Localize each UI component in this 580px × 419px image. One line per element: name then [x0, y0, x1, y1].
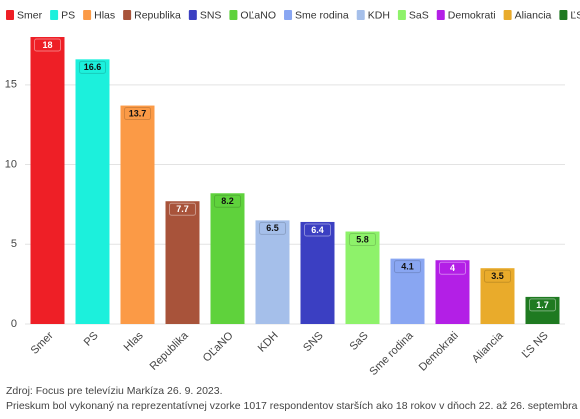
legend-label: Sme rodina: [295, 9, 349, 21]
value-label-box: [304, 223, 331, 237]
legend-label: PS: [61, 9, 75, 21]
note: Prieskum bol vykonaný na reprezentatívne…: [6, 400, 578, 412]
value-label: 3.5: [491, 271, 504, 281]
bar: [30, 37, 65, 324]
value-label-box: [484, 269, 511, 283]
legend-label: SNS: [200, 9, 222, 21]
bar: [210, 193, 245, 324]
y-tick-label: 15: [5, 79, 17, 91]
y-tick-label: 0: [11, 318, 17, 330]
legend-label: KDH: [368, 9, 390, 21]
value-label: 13.7: [129, 108, 147, 118]
value-label-box: [169, 202, 196, 216]
value-label: 6.4: [311, 225, 324, 235]
legend-swatch: [503, 10, 512, 20]
legend-label: Demokrati: [448, 9, 496, 21]
y-tick-label: 10: [5, 158, 17, 170]
bar: [120, 105, 155, 324]
value-label-box: [124, 107, 151, 121]
value-label: 5.8: [356, 234, 369, 244]
bar: [255, 220, 290, 324]
value-label: 4: [450, 263, 455, 273]
x-tick-label: PS: [82, 330, 101, 349]
bar: [165, 201, 200, 324]
value-label-box: [349, 233, 376, 247]
bar: [345, 231, 380, 324]
x-tick-label: ĽS NS: [520, 330, 551, 361]
x-tick-label: KDH: [256, 330, 281, 355]
value-label: 6.5: [266, 223, 279, 233]
value-label-box: [214, 194, 241, 208]
legend-label: Aliancia: [515, 9, 552, 21]
value-label: 16.6: [84, 62, 102, 72]
value-label-box: [259, 221, 286, 235]
legend-swatch: [229, 10, 238, 20]
legend-label: Smer: [17, 9, 43, 21]
legend-label: Republika: [134, 9, 181, 21]
legend-swatch: [188, 10, 197, 20]
x-tick-label: Hlas: [122, 329, 146, 353]
x-tick-label: SaS: [347, 330, 370, 353]
value-label-box: [439, 261, 466, 275]
x-tick-label: Sme rodina: [367, 329, 416, 378]
bar: [75, 59, 110, 324]
legend-swatch: [284, 10, 293, 20]
bar: [300, 221, 335, 324]
legend-swatch: [356, 10, 365, 20]
legend-swatch: [6, 10, 14, 20]
value-label-box: [394, 260, 421, 274]
x-tick-label: Republika: [148, 329, 192, 373]
source: Zdroj: Focus pre televíziu Markíza 26. 9…: [6, 385, 223, 397]
value-label-box: [79, 60, 106, 74]
value-label: 1.7: [536, 300, 549, 310]
x-tick-label: Aliancia: [470, 329, 506, 365]
legend-label: OĽaNO: [240, 9, 276, 21]
legend-swatch: [397, 10, 406, 20]
x-tick-label: SNS: [301, 330, 325, 354]
legend-swatch: [559, 10, 568, 20]
x-tick-label: Demokrati: [417, 330, 461, 374]
value-label-box: [34, 38, 61, 52]
legend-label: ĽS NS: [570, 9, 580, 21]
legend-label: SaS: [409, 9, 429, 21]
legend-swatch: [83, 10, 92, 20]
value-label: 7.7: [176, 204, 189, 214]
x-tick-label: OĽaNO: [201, 329, 236, 364]
legend-swatch: [50, 10, 59, 20]
value-label: 8.2: [221, 196, 234, 206]
legend-label: Hlas: [94, 9, 115, 21]
x-tick-label: Smer: [29, 329, 56, 356]
legend-swatch: [123, 10, 132, 20]
y-tick-label: 5: [11, 238, 17, 250]
legend-swatch: [436, 10, 445, 20]
value-label-box: [529, 298, 556, 312]
value-label: 18: [42, 40, 52, 50]
value-label: 4.1: [401, 262, 414, 272]
